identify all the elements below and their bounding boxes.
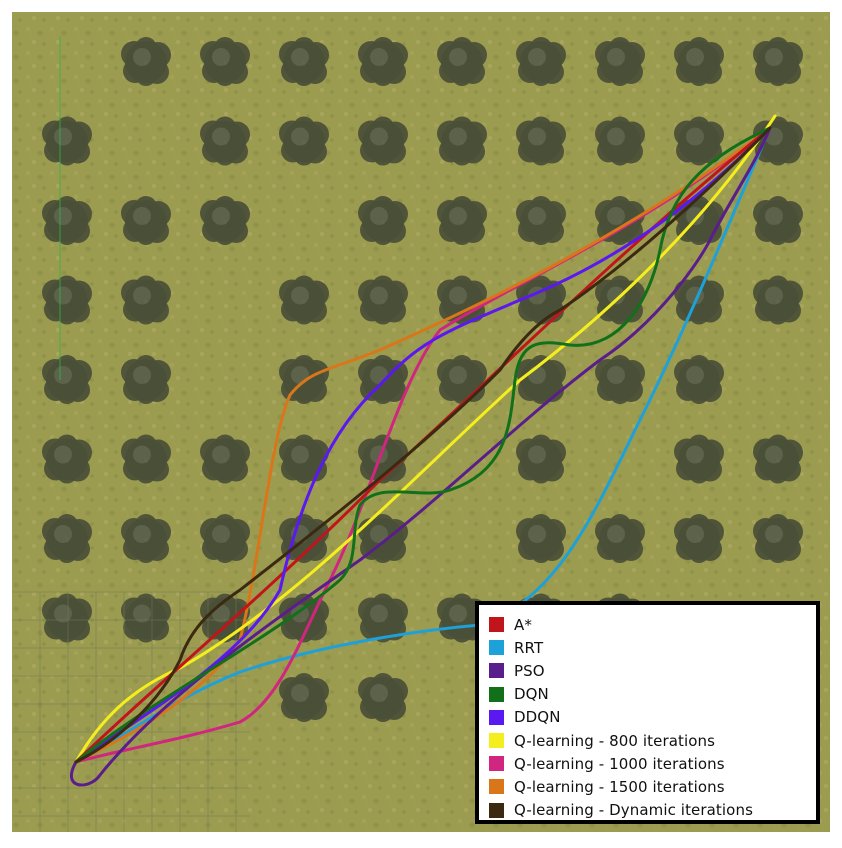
tree: [279, 116, 329, 166]
tree: [121, 196, 171, 245]
tree: [516, 196, 566, 245]
tree: [753, 196, 803, 245]
tree: [42, 593, 92, 643]
legend-label: A*: [514, 615, 532, 634]
path-a-star: [74, 126, 772, 764]
legend-label: DQN: [514, 685, 549, 704]
tree: [595, 116, 645, 166]
tree: [121, 593, 171, 643]
legend: A* RRT PSO DQN DDQN Q-learning - 800 ite…: [475, 601, 820, 824]
tree: [753, 434, 803, 484]
tree: [753, 514, 803, 563]
legend-label: Q-learning - Dynamic iterations: [514, 801, 753, 820]
legend-label: DDQN: [514, 708, 561, 727]
tree: [42, 514, 92, 563]
tree: [595, 514, 645, 563]
tree: [42, 355, 92, 404]
tree: [279, 434, 329, 484]
tree: [121, 37, 171, 86]
tree: [437, 196, 487, 245]
tree: [121, 434, 171, 484]
paths: [69, 114, 777, 787]
legend-item-q-learning-1500: Q-learning - 1500 iterations: [489, 775, 806, 798]
legend-label: Q-learning - 1500 iterations: [514, 777, 725, 796]
legend-item-q-learning-800: Q-learning - 800 iterations: [489, 729, 806, 752]
tree: [437, 355, 487, 404]
tree: [674, 434, 724, 484]
tree: [42, 116, 92, 166]
tree: [279, 37, 329, 86]
tree: [358, 196, 408, 245]
legend-item-rrt: RRT: [489, 636, 806, 659]
tree: [200, 434, 250, 484]
path-dqn: [74, 126, 772, 764]
tree: [358, 275, 408, 325]
legend-item-pso: PSO: [489, 659, 806, 682]
tree: [121, 514, 171, 563]
tree: [595, 37, 645, 86]
tree: [200, 196, 250, 245]
tree: [121, 355, 171, 404]
legend-label: PSO: [514, 661, 545, 680]
tree: [595, 196, 645, 245]
tree: [200, 514, 250, 563]
path-q-learning-dynamic: [74, 126, 772, 764]
tree-layer: [42, 37, 803, 722]
tree: [595, 355, 645, 404]
tree: [358, 37, 408, 86]
tree: [437, 37, 487, 86]
legend-swatch: [489, 779, 504, 795]
legend-item-a-star: A*: [489, 613, 806, 636]
tree: [516, 116, 566, 166]
tree: [516, 434, 566, 484]
tree: [42, 196, 92, 245]
legend-swatch: [489, 733, 504, 749]
legend-item-dqn: DQN: [489, 683, 806, 706]
tree: [753, 37, 803, 86]
tree: [674, 37, 724, 86]
tree: [358, 116, 408, 166]
legend-label: Q-learning - 1000 iterations: [514, 754, 725, 773]
tree: [437, 116, 487, 166]
legend-swatch: [489, 709, 504, 725]
legend-item-q-learning-dynamic: Q-learning - Dynamic iterations: [489, 799, 806, 822]
tree: [200, 116, 250, 166]
tree: [753, 116, 803, 166]
tree: [42, 275, 92, 325]
tree: [674, 514, 724, 563]
legend-swatch: [489, 686, 504, 702]
legend-label: Q-learning - 800 iterations: [514, 731, 716, 750]
legend-swatch: [489, 802, 504, 818]
tree: [595, 275, 645, 325]
tree: [358, 673, 408, 722]
path-q-learning-1500: [74, 126, 772, 764]
legend-label: RRT: [514, 638, 544, 657]
tree: [121, 275, 171, 325]
tree: [42, 434, 92, 484]
legend-item-q-learning-1000: Q-learning - 1000 iterations: [489, 752, 806, 775]
tree: [358, 593, 408, 643]
tree: [279, 275, 329, 325]
legend-swatch: [489, 663, 504, 679]
legend-swatch: [489, 756, 504, 772]
path-pso: [69, 126, 772, 787]
tree: [674, 116, 724, 166]
path-ddqn: [74, 126, 772, 764]
path-q-learning-800: [74, 114, 777, 764]
tree: [674, 355, 724, 404]
tree: [516, 37, 566, 86]
legend-item-ddqn: DDQN: [489, 706, 806, 729]
legend-swatch: [489, 640, 504, 656]
tree: [753, 275, 803, 325]
tree: [279, 673, 329, 722]
tree: [200, 37, 250, 86]
tree: [516, 514, 566, 563]
legend-swatch: [489, 617, 504, 633]
tree: [358, 514, 408, 563]
